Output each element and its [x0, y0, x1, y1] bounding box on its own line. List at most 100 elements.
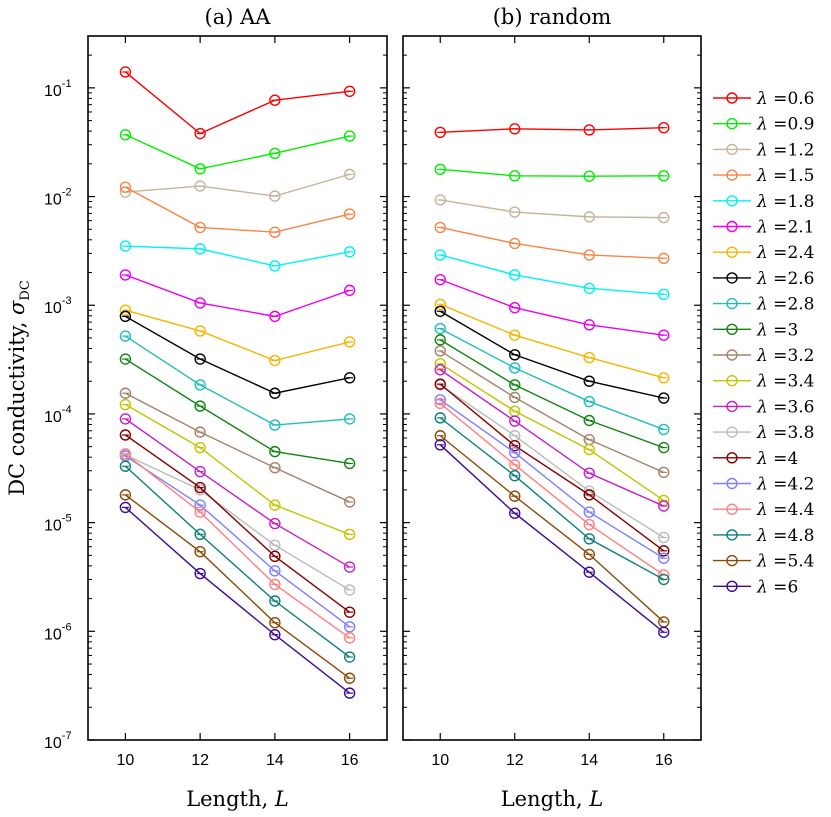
series-lambda-2.4 — [434, 298, 670, 384]
data-point — [583, 395, 595, 408]
legend-separator: = — [768, 115, 788, 135]
legend-entry: λ =3.4 — [713, 372, 814, 392]
data-point — [658, 626, 670, 638]
legend-marker — [726, 529, 738, 541]
series-lambda-3.6 — [434, 364, 670, 512]
x-tick-label: 10 — [116, 752, 134, 769]
data-point — [434, 249, 446, 261]
legend-value: 0.6 — [787, 89, 814, 109]
data-point — [658, 121, 670, 134]
x-axis-label-text: Length, — [186, 787, 275, 811]
series-line — [125, 134, 350, 170]
data-point — [658, 573, 670, 586]
y-tick-base: 10 — [44, 626, 62, 643]
data-point — [194, 441, 206, 454]
y-tick-base: 10 — [44, 300, 62, 317]
data-point — [434, 394, 446, 406]
series-lambda-4.8 — [119, 460, 356, 663]
legend-label: λ =3.4 — [756, 372, 814, 392]
series-lambda-2.1 — [119, 269, 356, 323]
legend-symbol: λ — [756, 243, 768, 263]
legend-separator: = — [768, 320, 788, 340]
data-point — [434, 298, 446, 311]
series-lambda-3.2 — [119, 387, 356, 508]
data-point — [583, 249, 595, 261]
series-lambda-4.2 — [119, 450, 356, 633]
data-point — [509, 415, 521, 427]
legend-marker — [726, 426, 738, 438]
series-lambda-3 — [434, 334, 670, 454]
series-line — [124, 506, 351, 694]
y-tick-exponent: -2 — [62, 187, 72, 199]
data-point — [119, 181, 132, 193]
legend-marker — [726, 400, 738, 413]
series-line — [440, 127, 664, 134]
data-point — [434, 334, 446, 346]
data-point — [583, 518, 595, 531]
legend-value: 4.4 — [787, 500, 814, 520]
legend-separator: = — [768, 166, 788, 186]
series-lambda-0.6 — [434, 121, 670, 139]
data-point — [194, 325, 206, 337]
legend-label: λ =4.8 — [756, 526, 814, 546]
series-line — [440, 226, 664, 260]
data-point — [343, 85, 356, 97]
legend-marker — [726, 220, 738, 233]
legend-label: λ =6 — [756, 577, 798, 597]
data-point — [509, 329, 521, 341]
y-tick-label: 10-7 — [44, 730, 72, 752]
series-line — [439, 399, 665, 559]
series-line — [125, 186, 350, 233]
data-point — [119, 240, 132, 252]
series-line — [439, 327, 664, 431]
series-line — [439, 363, 665, 502]
series-lambda-3.2 — [434, 345, 670, 479]
legend-symbol: λ — [756, 475, 768, 495]
series-line — [439, 350, 665, 474]
data-point — [194, 379, 206, 391]
data-point — [434, 273, 446, 286]
legend-label: λ =1.8 — [756, 192, 814, 212]
data-point — [583, 443, 595, 456]
data-point — [194, 353, 206, 365]
data-point — [119, 66, 132, 78]
data-point — [269, 445, 281, 458]
series-lambda-1.8 — [119, 240, 356, 272]
legend-symbol: λ — [756, 423, 768, 443]
legend-marker — [726, 477, 738, 490]
data-point — [509, 459, 521, 471]
legend-separator: = — [768, 89, 788, 109]
data-point — [269, 517, 281, 530]
data-point — [658, 423, 670, 436]
legend-value: 1.2 — [787, 140, 814, 160]
legend-marker — [726, 143, 738, 156]
legend-separator: = — [768, 500, 788, 520]
series-lambda-3.4 — [119, 398, 356, 541]
series-line — [439, 384, 665, 539]
data-point — [583, 414, 595, 427]
legend-label: λ =4 — [756, 449, 798, 469]
data-point — [434, 345, 446, 357]
x-tick-label: 14 — [266, 752, 284, 769]
data-point — [658, 288, 670, 301]
data-point — [658, 170, 670, 182]
series-lambda-2.6 — [119, 310, 356, 399]
legend-symbol: λ — [756, 89, 768, 109]
data-point — [509, 490, 521, 502]
data-point — [434, 439, 446, 451]
legend-entry: λ =3.6 — [713, 397, 814, 417]
legend-separator: = — [768, 397, 788, 417]
data-point — [343, 208, 356, 220]
data-point — [119, 387, 132, 399]
data-point — [509, 237, 521, 250]
series-line — [124, 453, 351, 639]
data-point — [269, 565, 281, 577]
legend-symbol: λ — [756, 577, 768, 597]
data-point — [434, 378, 446, 390]
data-point — [119, 460, 132, 472]
series-line — [439, 383, 665, 552]
legend-separator: = — [768, 423, 788, 443]
series-line — [125, 245, 350, 267]
data-point — [434, 126, 446, 139]
